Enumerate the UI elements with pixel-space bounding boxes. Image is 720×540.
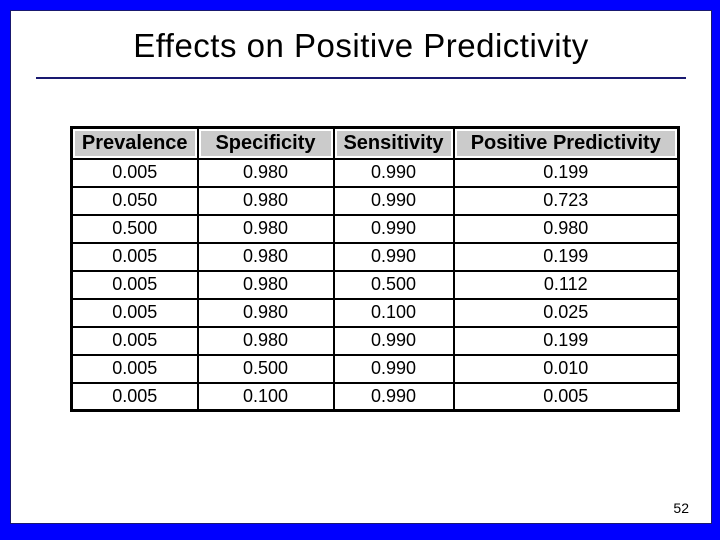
table-row: 0.500 0.980 0.990 0.980 xyxy=(70,213,680,244)
table-cell: 0.050 xyxy=(70,185,199,216)
slide: Effects on Positive Predictivity Prevale… xyxy=(10,10,712,524)
table-cell: 0.990 xyxy=(332,353,455,384)
table-cell: 0.199 xyxy=(452,241,680,272)
table-row: 0.050 0.980 0.990 0.723 xyxy=(70,185,680,216)
slide-title: Effects on Positive Predictivity xyxy=(133,27,589,64)
table-cell: 0.980 xyxy=(452,213,680,244)
table-row: 0.005 0.980 0.100 0.025 xyxy=(70,297,680,328)
table-cell: 0.980 xyxy=(196,185,335,216)
table-row: 0.005 0.980 0.990 0.199 xyxy=(70,157,680,188)
table-cell: 0.990 xyxy=(332,241,455,272)
table-cell: 0.980 xyxy=(196,297,335,328)
table-cell: 0.199 xyxy=(452,157,680,188)
table-header-row: Prevalence Specificity Sensitivity Positive… xyxy=(70,126,680,160)
predictivity-table: Prevalence Specificity Sensitivity Positive… xyxy=(70,126,680,412)
table-cell: 0.980 xyxy=(196,157,335,188)
table-body: 0.005 0.980 0.990 0.199 0.050 0.980 0.990 0.723… xyxy=(70,157,680,412)
table-cell: 0.025 xyxy=(452,297,680,328)
page-number: 52 xyxy=(673,500,689,516)
table-row: 0.005 0.980 0.500 0.112 xyxy=(70,269,680,300)
table-header: Prevalence Specificity Sensitivity Positive… xyxy=(70,126,680,160)
table-cell: 0.005 xyxy=(70,241,199,272)
column-header: Sensitivity xyxy=(332,126,455,160)
column-header: Positive Predictivity xyxy=(452,126,680,160)
column-header: Prevalence xyxy=(70,126,199,160)
table-cell: 0.500 xyxy=(332,269,455,300)
table-cell: 0.005 xyxy=(70,353,199,384)
table-cell: 0.500 xyxy=(70,213,199,244)
table-cell: 0.980 xyxy=(196,325,335,356)
table-row: 0.005 0.980 0.990 0.199 xyxy=(70,325,680,356)
table-cell: 0.980 xyxy=(196,241,335,272)
table-cell: 0.005 xyxy=(70,325,199,356)
table-row: 0.005 0.500 0.990 0.010 xyxy=(70,353,680,384)
table-cell: 0.005 xyxy=(70,381,199,412)
table-cell: 0.005 xyxy=(452,381,680,412)
table-cell: 0.990 xyxy=(332,157,455,188)
table-cell: 0.199 xyxy=(452,325,680,356)
table-cell: 0.500 xyxy=(196,353,335,384)
table-cell: 0.112 xyxy=(452,269,680,300)
table-cell: 0.990 xyxy=(332,381,455,412)
table-cell: 0.005 xyxy=(70,157,199,188)
table-cell: 0.010 xyxy=(452,353,680,384)
title-divider xyxy=(36,77,686,79)
table-cell: 0.005 xyxy=(70,297,199,328)
table-cell: 0.990 xyxy=(332,185,455,216)
table-cell: 0.100 xyxy=(332,297,455,328)
table-cell: 0.980 xyxy=(196,269,335,300)
table-cell: 0.990 xyxy=(332,325,455,356)
table-cell: 0.980 xyxy=(196,213,335,244)
table-row: 0.005 0.100 0.990 0.005 xyxy=(70,381,680,412)
table-cell: 0.990 xyxy=(332,213,455,244)
table-cell: 0.100 xyxy=(196,381,335,412)
table-cell: 0.723 xyxy=(452,185,680,216)
table-row: 0.005 0.980 0.990 0.199 xyxy=(70,241,680,272)
column-header: Specificity xyxy=(196,126,335,160)
table-cell: 0.005 xyxy=(70,269,199,300)
